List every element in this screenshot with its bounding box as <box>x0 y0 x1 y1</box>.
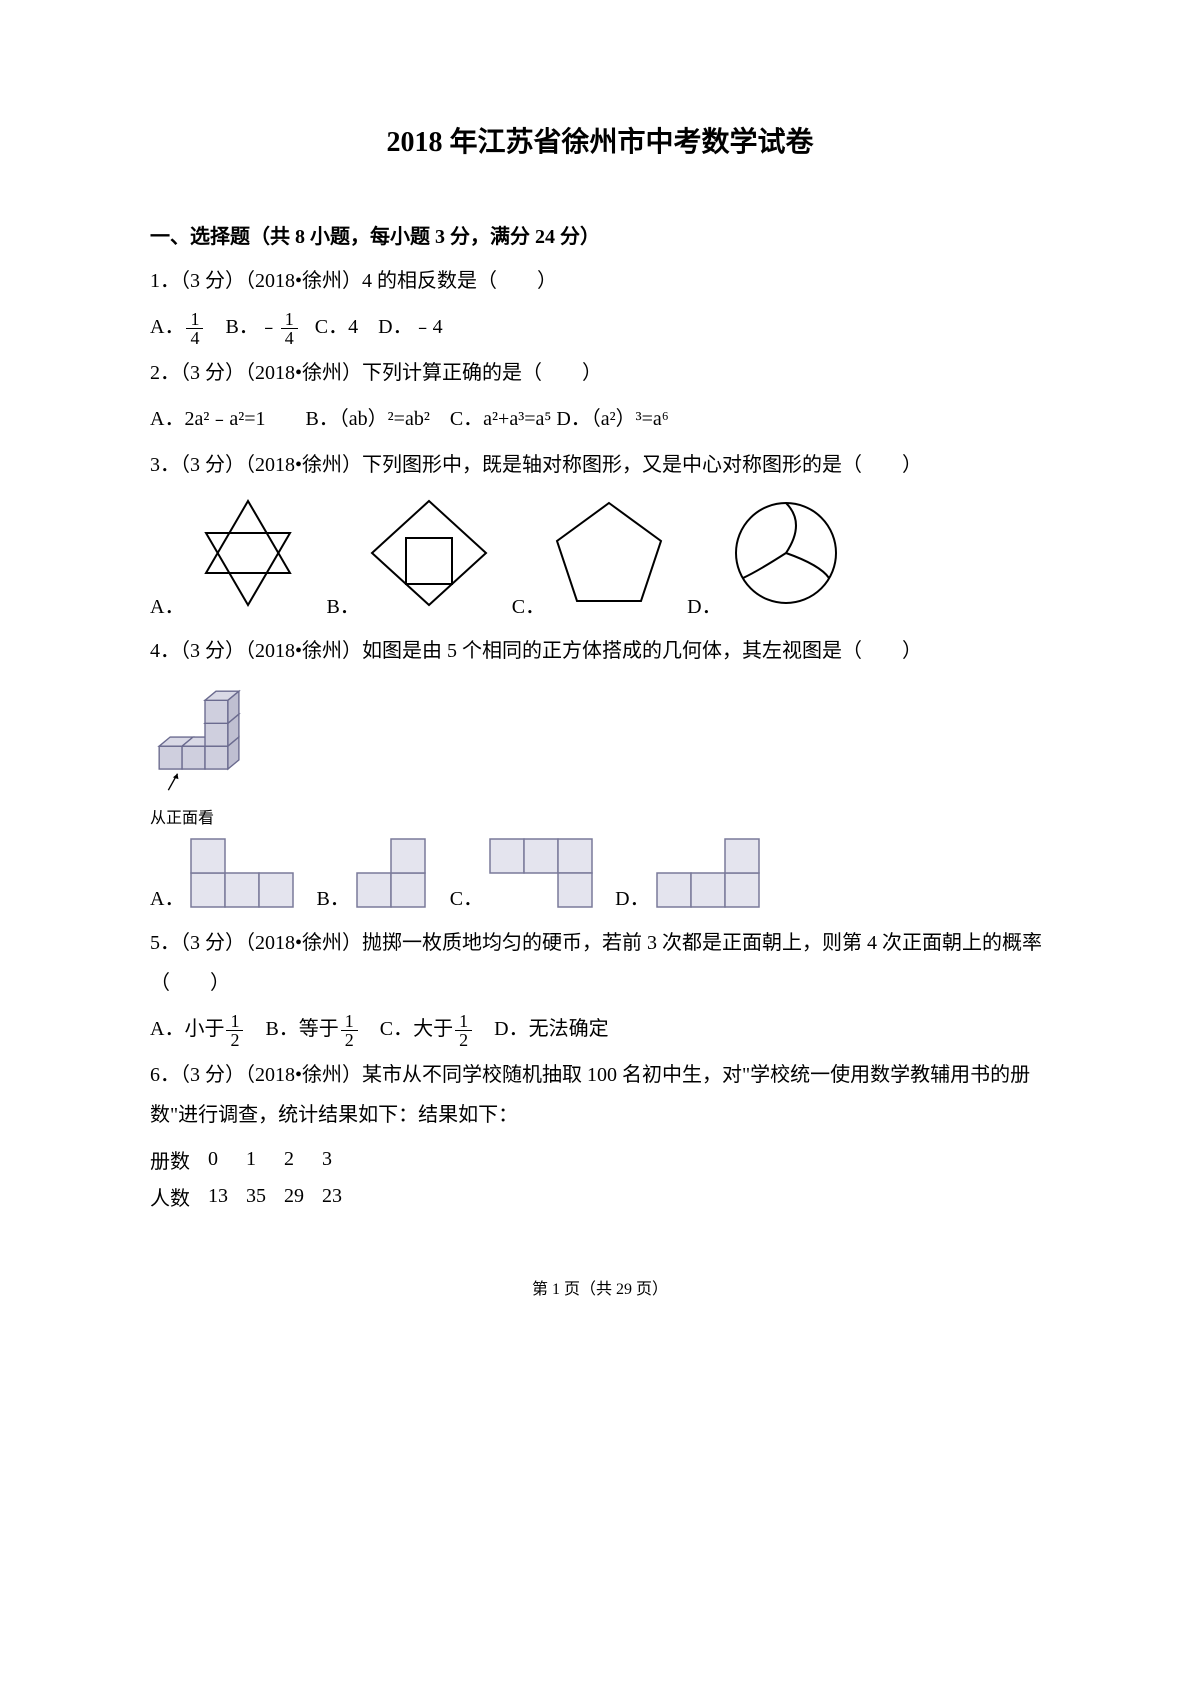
cell: 0 <box>208 1141 246 1178</box>
q2-choices: A．2a²﹣a²=1 B．（ab）²=ab² C．a²+a³=a⁵ D．（a²）… <box>150 399 1050 439</box>
q3-choice-A: A． <box>150 493 308 619</box>
q3-A-label: A． <box>150 590 184 619</box>
q4-B-label: B． <box>316 882 349 911</box>
q5-B-pre: B．等于 <box>265 1018 338 1040</box>
table-row: 册数 0 1 2 3 <box>150 1141 360 1178</box>
cell: 35 <box>246 1178 284 1215</box>
q4-choice-B: B． <box>316 836 431 911</box>
q5-D: D．无法确定 <box>494 1018 608 1040</box>
circle-triarc-icon <box>726 493 846 619</box>
cube-assembly-icon <box>150 677 260 797</box>
q6-table: 册数 0 1 2 3 人数 13 35 29 23 <box>150 1141 360 1215</box>
cell: 29 <box>284 1178 322 1215</box>
q4-C-label: C． <box>450 882 483 911</box>
q6-stem: 6．（3 分）（2018•徐州）某市从不同学校随机抽取 100 名初中生，对"学… <box>150 1055 1050 1135</box>
q4-choice-A: A． <box>150 836 298 911</box>
q3-stem: 3．（3 分）（2018•徐州）下列图形中，既是轴对称图形，又是中心对称图形的是… <box>150 445 1050 485</box>
q3-choice-B: B． <box>326 493 493 619</box>
page-footer: 第 1 页（共 29 页） <box>150 1275 1050 1299</box>
q3-choice-D: D． <box>687 493 845 619</box>
q1-B-label: B．﹣ <box>225 316 278 338</box>
q5-choices: A．小于12 B．等于12 C．大于12 D．无法确定 <box>150 1009 1050 1049</box>
q2-stem: 2．（3 分）（2018•徐州）下列计算正确的是（ ） <box>150 353 1050 393</box>
q3-C-label: C． <box>512 590 545 619</box>
grid-view-B-icon <box>354 836 432 911</box>
q1-C: C．4 <box>315 316 358 338</box>
q4-choices: A． B． C． <box>150 836 1050 911</box>
q3-choices: A． B． C． <box>150 493 1050 619</box>
grid-view-D-icon <box>654 836 764 911</box>
q1-A-label: A． <box>150 316 184 338</box>
q5-C-frac: 12 <box>455 1012 472 1049</box>
cell: 23 <box>322 1178 360 1215</box>
cell: 1 <box>246 1141 284 1178</box>
grid-view-C-icon <box>487 836 597 911</box>
q1-choices: A．14 B．﹣14 C．4 D．﹣4 <box>150 307 1050 347</box>
pentagon-icon <box>549 493 669 619</box>
table-row: 人数 13 35 29 23 <box>150 1178 360 1215</box>
q5-A-pre: A．小于 <box>150 1018 224 1040</box>
q5-C-pre: C．大于 <box>380 1018 453 1040</box>
q1-stem: 1．（3 分）（2018•徐州）4 的相反数是（ ） <box>150 261 1050 301</box>
row2-label: 人数 <box>150 1178 208 1215</box>
q5-stem: 5．（3 分）（2018•徐州）抛掷一枚质地均匀的硬币，若前 3 次都是正面朝上… <box>150 923 1050 1003</box>
q3-choice-C: C． <box>512 493 669 619</box>
q4-A-label: A． <box>150 882 184 911</box>
q1-B-frac: 14 <box>281 310 298 347</box>
q4-D-label: D． <box>615 882 649 911</box>
row1-label: 册数 <box>150 1141 208 1178</box>
q4-choice-C: C． <box>450 836 597 911</box>
q3-D-label: D． <box>687 590 721 619</box>
q1-A-frac: 14 <box>186 310 203 347</box>
q5-A-frac: 12 <box>226 1012 243 1049</box>
q4-choice-D: D． <box>615 836 763 911</box>
page-title: 2018 年江苏省徐州市中考数学试卷 <box>150 120 1050 160</box>
q3-B-label: B． <box>326 590 359 619</box>
q1-D: D．﹣4 <box>378 316 442 338</box>
cell: 2 <box>284 1141 322 1178</box>
q5-B-frac: 12 <box>341 1012 358 1049</box>
star-of-david-icon <box>188 493 308 619</box>
section-heading-1: 一、选择题（共 8 小题，每小题 3 分，满分 24 分） <box>150 220 1050 249</box>
cell: 3 <box>322 1141 360 1178</box>
rhombus-square-icon <box>364 493 494 619</box>
q4-front-label: 从正面看 <box>150 804 1050 828</box>
cell: 13 <box>208 1178 246 1215</box>
grid-view-A-icon <box>188 836 298 911</box>
q4-figure: 从正面看 <box>150 677 1050 828</box>
exam-page: 2018 年江苏省徐州市中考数学试卷 一、选择题（共 8 小题，每小题 3 分，… <box>0 0 1200 1359</box>
q4-stem: 4．（3 分）（2018•徐州）如图是由 5 个相同的正方体搭成的几何体，其左视… <box>150 631 1050 671</box>
